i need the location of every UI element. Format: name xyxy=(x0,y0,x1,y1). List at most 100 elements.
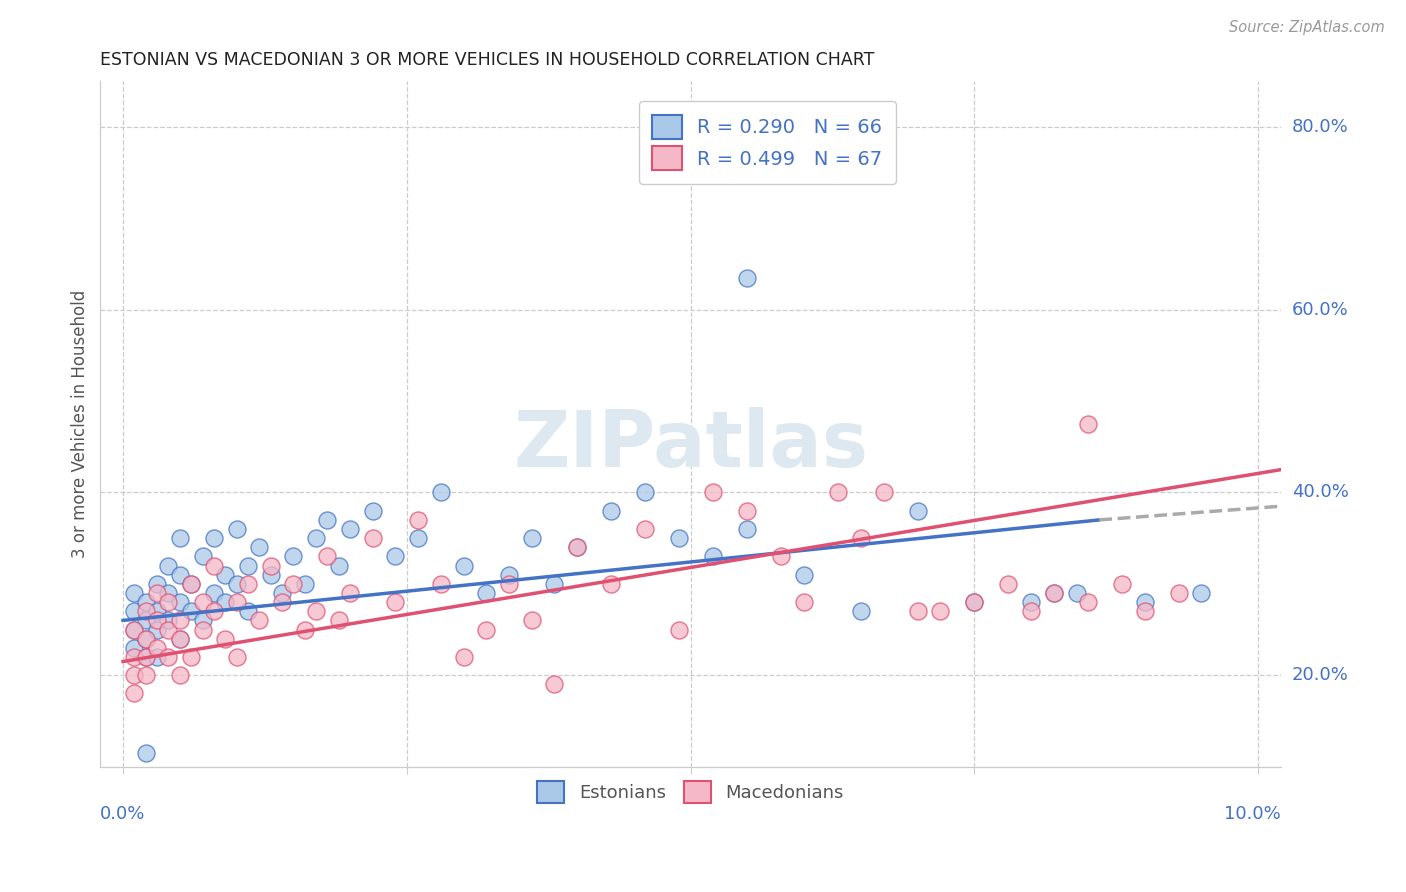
Point xyxy=(475,623,498,637)
Point xyxy=(283,549,305,564)
Point xyxy=(247,614,270,628)
Point xyxy=(737,522,759,536)
Point xyxy=(1019,604,1042,618)
Point xyxy=(872,485,894,500)
Point xyxy=(305,531,328,545)
Point xyxy=(907,504,929,518)
Point xyxy=(827,485,849,500)
Point xyxy=(202,604,225,618)
Point xyxy=(214,632,236,646)
Point xyxy=(294,577,316,591)
Point xyxy=(157,558,180,573)
Point xyxy=(225,577,247,591)
Point xyxy=(1077,417,1099,431)
Point xyxy=(1077,595,1099,609)
Point xyxy=(907,604,929,618)
Point xyxy=(339,522,361,536)
Point xyxy=(600,577,623,591)
Point xyxy=(124,604,146,618)
Point xyxy=(124,623,146,637)
Point xyxy=(963,595,986,609)
Point xyxy=(1133,604,1156,618)
Point xyxy=(157,649,180,664)
Point xyxy=(328,558,350,573)
Point xyxy=(1043,586,1066,600)
Text: 20.0%: 20.0% xyxy=(1292,666,1348,684)
Point xyxy=(543,577,565,591)
Point xyxy=(214,595,236,609)
Point xyxy=(146,623,169,637)
Point xyxy=(157,586,180,600)
Point xyxy=(361,504,384,518)
Point xyxy=(225,595,247,609)
Point xyxy=(236,558,259,573)
Point xyxy=(283,577,305,591)
Point xyxy=(146,649,169,664)
Point xyxy=(169,595,191,609)
Point xyxy=(259,567,281,582)
Point xyxy=(520,531,543,545)
Point xyxy=(453,558,475,573)
Point xyxy=(963,595,986,609)
Point xyxy=(247,541,270,555)
Point xyxy=(135,649,157,664)
Text: 60.0%: 60.0% xyxy=(1292,301,1348,318)
Point xyxy=(600,504,623,518)
Point xyxy=(157,595,180,609)
Point xyxy=(737,270,759,285)
Point xyxy=(135,632,157,646)
Point xyxy=(565,541,588,555)
Point xyxy=(236,604,259,618)
Point xyxy=(191,595,214,609)
Point xyxy=(1167,586,1189,600)
Point xyxy=(169,567,191,582)
Point xyxy=(294,623,316,637)
Point xyxy=(180,577,202,591)
Point xyxy=(225,522,247,536)
Point xyxy=(1111,577,1133,591)
Point xyxy=(316,513,339,527)
Point xyxy=(169,632,191,646)
Point xyxy=(214,567,236,582)
Point xyxy=(124,640,146,655)
Point xyxy=(124,623,146,637)
Point xyxy=(849,531,872,545)
Point xyxy=(180,577,202,591)
Point xyxy=(124,668,146,682)
Text: 80.0%: 80.0% xyxy=(1292,118,1348,136)
Point xyxy=(520,614,543,628)
Point xyxy=(634,485,657,500)
Point xyxy=(1019,595,1042,609)
Point xyxy=(849,604,872,618)
Point xyxy=(406,531,429,545)
Text: Source: ZipAtlas.com: Source: ZipAtlas.com xyxy=(1229,20,1385,35)
Point xyxy=(202,531,225,545)
Text: 40.0%: 40.0% xyxy=(1292,483,1348,501)
Point xyxy=(702,549,724,564)
Point xyxy=(124,686,146,700)
Point xyxy=(1133,595,1156,609)
Point xyxy=(1043,586,1066,600)
Point xyxy=(146,640,169,655)
Point xyxy=(169,668,191,682)
Point xyxy=(702,485,724,500)
Point xyxy=(384,549,406,564)
Point xyxy=(135,632,157,646)
Point xyxy=(169,531,191,545)
Point xyxy=(124,649,146,664)
Point xyxy=(770,549,793,564)
Point xyxy=(316,549,339,564)
Point xyxy=(384,595,406,609)
Legend: Estonians, Macedonians: Estonians, Macedonians xyxy=(529,772,853,813)
Point xyxy=(929,604,952,618)
Point xyxy=(498,567,520,582)
Point xyxy=(543,677,565,691)
Point xyxy=(793,567,815,582)
Point xyxy=(135,668,157,682)
Point xyxy=(236,577,259,591)
Point xyxy=(169,632,191,646)
Point xyxy=(146,577,169,591)
Text: ZIPatlas: ZIPatlas xyxy=(513,407,868,483)
Point xyxy=(406,513,429,527)
Point xyxy=(271,595,294,609)
